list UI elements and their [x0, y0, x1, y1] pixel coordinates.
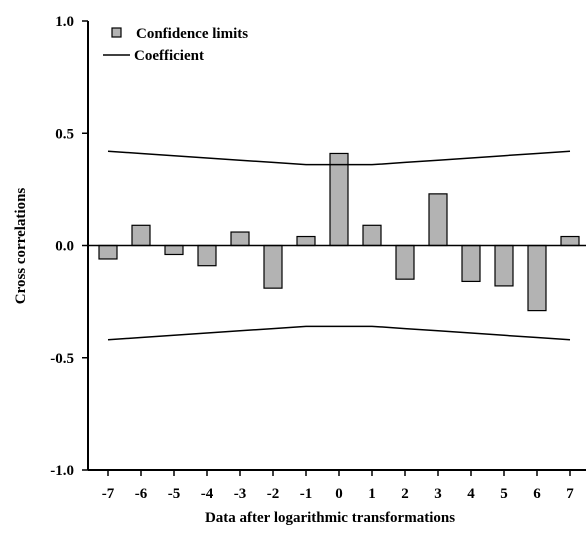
bar [329, 152, 349, 247]
y-tick-label: -0.5 [50, 351, 74, 367]
plot-area: -1.0 -0.5 0.0 0.5 1.0 -7 -6 -5 -4 -3 -2 -1 0 1 2 3 4 5 6 7 [50, 14, 586, 502]
coefficient-line-lower [107, 325, 571, 341]
x-tick-label: -3 [234, 486, 247, 502]
x-tick-label: 0 [335, 486, 343, 502]
bar [164, 244, 184, 256]
bar [263, 244, 283, 289]
x-tick-label: 1 [368, 486, 376, 502]
legend-bar-swatch [111, 27, 122, 38]
x-tick-label: 5 [500, 486, 508, 502]
y-tick-label: -1.0 [50, 463, 74, 479]
x-tick-label: -2 [267, 486, 280, 502]
bar [527, 244, 547, 312]
bar [560, 235, 580, 247]
legend: Confidence limits Coefficient [103, 26, 248, 64]
y-tick-label: 0.0 [55, 239, 74, 255]
x-tick-label: -4 [201, 486, 214, 502]
bar [131, 224, 151, 247]
coefficient-lines [107, 150, 571, 341]
x-tick-label: -5 [168, 486, 181, 502]
x-tick-label: 7 [566, 486, 574, 502]
legend-label-coefficient: Coefficient [134, 48, 204, 64]
x-axis-title: Data after logarithmic transformations [205, 510, 455, 526]
x-tick-label: 3 [434, 486, 442, 502]
x-tick-label: -1 [300, 486, 313, 502]
y-tick-label: 1.0 [55, 14, 74, 30]
y-tick-label: 0.5 [55, 126, 74, 142]
x-tick-label: 2 [401, 486, 409, 502]
bar [428, 193, 448, 247]
bar [362, 224, 382, 247]
legend-label-confidence-limits: Confidence limits [136, 26, 248, 42]
bar [98, 244, 118, 260]
bar [296, 235, 316, 247]
x-axis-ticks: -7 -6 -5 -4 -3 -2 -1 0 1 2 3 4 5 6 7 [102, 470, 574, 502]
x-tick-label: -6 [135, 486, 148, 502]
x-tick-label: -7 [102, 486, 115, 502]
bar [461, 244, 481, 283]
bar [395, 244, 415, 280]
bar [230, 231, 250, 247]
y-axis-title: Cross correlations [13, 188, 29, 305]
x-tick-label: 6 [533, 486, 541, 502]
bar-series [98, 152, 580, 312]
x-tick-label: 4 [467, 486, 475, 502]
bar [494, 244, 514, 287]
bar [197, 244, 217, 267]
coefficient-line-upper [107, 150, 571, 166]
y-axis-ticks: -1.0 -0.5 0.0 0.5 1.0 [50, 14, 88, 479]
